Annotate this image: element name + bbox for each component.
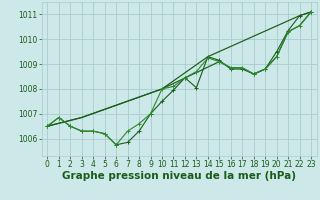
X-axis label: Graphe pression niveau de la mer (hPa): Graphe pression niveau de la mer (hPa) (62, 171, 296, 181)
